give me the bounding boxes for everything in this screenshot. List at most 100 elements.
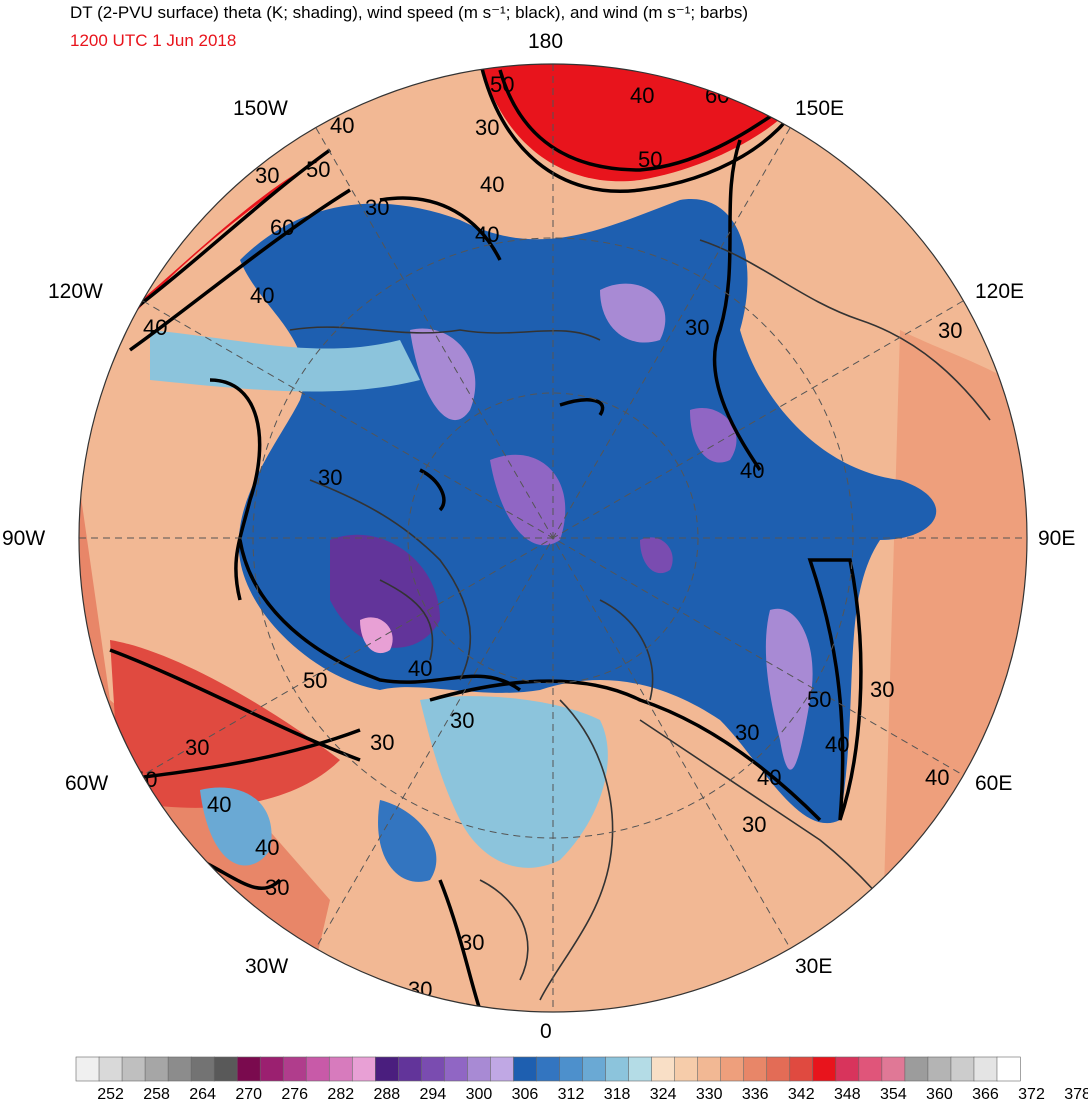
- contour-label: 40: [250, 283, 274, 308]
- graticule: [79, 64, 1027, 1012]
- colorbar-swatch: [628, 1056, 653, 1082]
- colorbar-swatch: [144, 1056, 169, 1082]
- cold-core-7: [640, 537, 673, 574]
- colorbar-swatch: [697, 1056, 722, 1082]
- chart-title: DT (2-PVU surface) theta (K; shading), w…: [70, 3, 749, 22]
- colorbar-swatches: [75, 1056, 1021, 1082]
- contour-label: 30: [742, 812, 766, 837]
- contour-label: 40: [408, 656, 432, 681]
- colorbar-swatch: [467, 1056, 492, 1082]
- contour-label: 30: [735, 720, 759, 745]
- colorbar-swatch: [121, 1056, 146, 1082]
- contour-label: 40: [255, 835, 279, 860]
- contour-label: 60: [270, 215, 294, 240]
- colorbar-tick-label: 282: [327, 1086, 354, 1103]
- cold-core-6: [765, 608, 813, 770]
- colorbar-tick-label: 324: [650, 1086, 677, 1103]
- lon-label-90w: 90W: [2, 527, 46, 550]
- valid-time: 1200 UTC 1 Jun 2018: [70, 31, 237, 50]
- colorbar-swatch: [858, 1056, 883, 1082]
- colorbar-labels: 252 258 264 270 276 282 288 294 300 306 312 318 324 3…: [97, 1086, 1088, 1103]
- contour-label: 30: [370, 730, 394, 755]
- contour-label: 40: [925, 765, 949, 790]
- colorbar-tick-label: 312: [558, 1086, 585, 1103]
- cold-polar-vortex: [238, 199, 937, 824]
- contour-label: 30: [255, 163, 279, 188]
- colorbar-swatch: [927, 1056, 952, 1082]
- colorbar-swatch: [328, 1056, 353, 1082]
- contour-label: 30: [318, 465, 342, 490]
- colorbar-tick-label: 258: [143, 1086, 170, 1103]
- contour-label: 30: [185, 735, 209, 760]
- lon-label-120e: 120E: [975, 280, 1025, 303]
- hot-region-west-atlantic: [110, 640, 340, 808]
- cold-core-5: [690, 408, 737, 463]
- colorbar-tick-label: 306: [512, 1086, 539, 1103]
- colorbar-tick-label: 360: [926, 1086, 953, 1103]
- lon-label-60w: 60W: [65, 772, 109, 795]
- colorbar-swatch: [213, 1056, 238, 1082]
- colorbar-tick-label: 294: [420, 1086, 447, 1103]
- colorbar-swatch: [881, 1056, 906, 1082]
- colorbar-swatch: [835, 1056, 860, 1082]
- colorbar-swatch: [766, 1056, 791, 1082]
- colorbar-swatch: [282, 1056, 307, 1082]
- lon-label-120w: 120W: [48, 280, 103, 303]
- wind-speed-contours: [109, 64, 863, 1011]
- contour-label: 30: [365, 195, 389, 220]
- colorbar-tick-label: 378: [1064, 1086, 1088, 1103]
- colorbar-swatch: [720, 1056, 745, 1082]
- contour-label: 30: [265, 875, 289, 900]
- colorbar-swatch: [973, 1056, 998, 1082]
- cool-band-west: [150, 330, 420, 392]
- colorbar: 252 258 264 270 276 282 288 294 300 306 312 318 324 3…: [75, 1056, 1088, 1103]
- colorbar-swatch: [375, 1056, 399, 1082]
- colorbar-tick-label: 372: [1018, 1086, 1045, 1103]
- colorbar-swatch: [75, 1056, 100, 1082]
- map-border: [78, 63, 1028, 1013]
- colorbar-tick-label: 264: [189, 1086, 216, 1103]
- cool-eddy-labrador: [200, 787, 272, 866]
- cold-spot-pink: [360, 617, 393, 654]
- colorbar-swatch: [605, 1056, 630, 1082]
- contour-label: 50: [807, 687, 831, 712]
- contour-label: 60: [705, 83, 729, 108]
- colorbar-swatch: [536, 1056, 561, 1082]
- colorbar-tick-label: 330: [696, 1086, 723, 1103]
- lon-label-0: 0: [540, 1020, 552, 1043]
- colorbar-tick-label: 276: [281, 1086, 308, 1103]
- lon-label-30w: 30W: [245, 955, 289, 978]
- cold-core-3: [490, 454, 566, 546]
- contour-label: 50: [638, 147, 662, 172]
- colorbar-tick-label: 336: [742, 1086, 769, 1103]
- colorbar-tick-label: 270: [235, 1086, 262, 1103]
- lon-label-90e: 90E: [1038, 527, 1076, 550]
- contour-label: 40: [740, 458, 764, 483]
- colorbar-swatch: [305, 1056, 330, 1082]
- contour-label: 40: [757, 765, 781, 790]
- cool-eddy-atlantic: [378, 800, 437, 882]
- colorbar-tick-label: 252: [97, 1086, 124, 1103]
- colorbar-swatch: [259, 1056, 284, 1082]
- lon-label-150e: 150E: [795, 97, 845, 120]
- lon-label-180: 180: [528, 30, 564, 53]
- contour-label: 40: [630, 83, 654, 108]
- contour-label: 30: [938, 318, 962, 343]
- colorbar-swatch: [789, 1056, 814, 1082]
- colorbar-tick-label: 348: [834, 1086, 861, 1103]
- colorbar-swatch: [651, 1056, 676, 1082]
- colorbar-swatch: [582, 1056, 607, 1082]
- lon-label-30e: 30E: [795, 955, 833, 978]
- colorbar-tick-label: 366: [972, 1086, 999, 1103]
- contour-label: 40: [330, 113, 354, 138]
- contour-label: 40: [825, 732, 849, 757]
- contour-label: 50: [303, 668, 327, 693]
- contour-label: 50: [306, 157, 330, 182]
- coastlines: [289, 239, 991, 1001]
- contour-label: 40: [480, 172, 504, 197]
- colorbar-swatch: [950, 1056, 975, 1082]
- colorbar-tick-label: 288: [373, 1086, 400, 1103]
- contour-label: 30: [685, 315, 709, 340]
- colorbar-tick-label: 342: [788, 1086, 815, 1103]
- colorbar-swatch: [190, 1056, 215, 1082]
